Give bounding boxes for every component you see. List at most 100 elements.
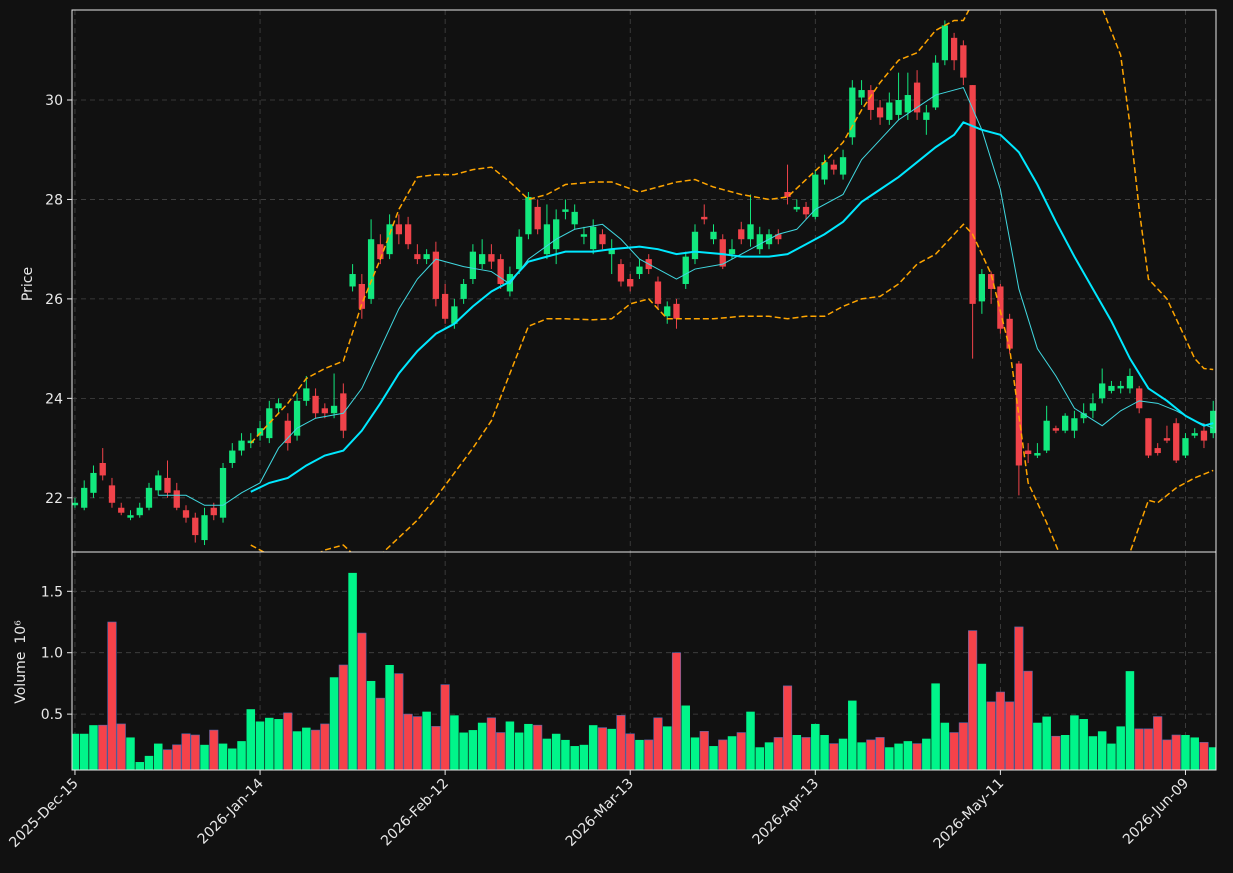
volume-bar bbox=[412, 716, 422, 770]
candle-body bbox=[1006, 318, 1013, 349]
candle-body bbox=[478, 254, 486, 265]
volume-bar bbox=[514, 732, 524, 770]
candle-body bbox=[858, 90, 865, 98]
candle-body bbox=[895, 100, 902, 115]
volume-bar bbox=[681, 705, 690, 770]
volume-bar bbox=[616, 715, 626, 770]
volume-bar bbox=[1162, 739, 1172, 770]
volume-bar bbox=[237, 741, 246, 770]
candle-body bbox=[839, 157, 847, 175]
candle-body bbox=[229, 450, 236, 463]
volume-bar bbox=[144, 755, 154, 770]
candle-body bbox=[460, 283, 467, 299]
candle-body bbox=[312, 395, 319, 414]
volume-bar bbox=[218, 743, 228, 770]
candle-body bbox=[1108, 385, 1115, 391]
volume-bar bbox=[228, 748, 237, 770]
candle-body bbox=[1071, 418, 1078, 431]
volume-bar bbox=[505, 721, 515, 770]
candle-body bbox=[867, 90, 874, 110]
volume-bar bbox=[1051, 735, 1061, 770]
candle-body bbox=[784, 191, 791, 197]
y-tick-label: 0.5 bbox=[41, 707, 63, 723]
candle-body bbox=[701, 216, 708, 220]
volume-bar bbox=[486, 717, 496, 770]
volume-bar bbox=[1079, 719, 1088, 770]
candle-body bbox=[1182, 438, 1189, 456]
volume-bar bbox=[912, 743, 922, 770]
candle-body bbox=[1117, 385, 1124, 389]
candle-body bbox=[932, 62, 939, 108]
volume-bar bbox=[89, 725, 98, 770]
candle-body bbox=[923, 112, 930, 120]
volume-bar bbox=[764, 742, 774, 770]
candle-body bbox=[987, 274, 995, 289]
x-tick-label: 2026-Feb-12 bbox=[378, 776, 452, 850]
candle-body bbox=[1173, 423, 1180, 461]
candle-body bbox=[275, 403, 282, 409]
volume-bar bbox=[1143, 728, 1154, 770]
volume-bar bbox=[709, 746, 718, 770]
volume-bar bbox=[450, 715, 459, 770]
candle-body bbox=[673, 303, 680, 319]
volume-bar bbox=[79, 733, 89, 770]
volume-bar bbox=[126, 737, 135, 770]
volume-bar bbox=[72, 733, 80, 770]
x-tick-label: 2026-May-11 bbox=[931, 776, 1008, 853]
candle-body bbox=[728, 249, 736, 255]
y-tick-label: 30 bbox=[45, 93, 63, 109]
candle-body bbox=[1163, 438, 1171, 441]
x-tick-label: 2026-Jan-14 bbox=[195, 775, 267, 847]
volume-bar bbox=[995, 691, 1005, 770]
volume-bar bbox=[422, 711, 431, 770]
candle-body bbox=[997, 286, 1004, 329]
candle-body bbox=[386, 224, 393, 255]
candle-body bbox=[201, 515, 208, 541]
candle-body bbox=[590, 226, 597, 250]
candle-body bbox=[155, 475, 162, 491]
candle-body bbox=[525, 196, 532, 235]
price-axis-label: Price bbox=[20, 267, 36, 301]
volume-bar bbox=[375, 697, 385, 770]
candle-body bbox=[395, 224, 403, 235]
volume-bar bbox=[903, 741, 913, 770]
volume-bar bbox=[931, 683, 940, 770]
volume-bar bbox=[302, 727, 311, 770]
volume-bar bbox=[107, 621, 117, 770]
volume-bar bbox=[533, 724, 543, 770]
candle-body bbox=[516, 236, 523, 270]
volume-bar bbox=[320, 723, 330, 770]
candle-body bbox=[802, 206, 810, 215]
candle-body bbox=[1043, 420, 1050, 451]
volume-bar bbox=[848, 700, 857, 770]
volume-bar bbox=[792, 734, 802, 770]
candle-body bbox=[571, 211, 578, 225]
candle-body bbox=[876, 107, 884, 118]
volume-bar bbox=[116, 723, 126, 770]
indicator-line bbox=[250, 121, 1214, 493]
candle-body bbox=[99, 462, 106, 476]
candle-body bbox=[404, 224, 412, 245]
candle-body bbox=[284, 420, 291, 444]
candle-body bbox=[469, 251, 477, 280]
candle-body bbox=[293, 400, 301, 436]
candle-body bbox=[682, 256, 689, 284]
volume-bar bbox=[977, 663, 987, 770]
candle-body bbox=[1136, 388, 1143, 409]
volume-bar bbox=[135, 762, 144, 770]
volume-bar bbox=[357, 632, 367, 770]
volume-bar bbox=[181, 733, 191, 770]
volume-bar bbox=[1208, 747, 1216, 770]
candle-body bbox=[969, 85, 976, 304]
candle-body bbox=[691, 231, 699, 260]
candle-body bbox=[358, 283, 365, 309]
volume-bar bbox=[274, 719, 283, 770]
candle-body bbox=[608, 249, 615, 255]
volume-bar bbox=[431, 726, 441, 770]
volume-bar bbox=[348, 572, 357, 770]
volume-bar bbox=[671, 652, 682, 770]
y-tick-label: 24 bbox=[45, 391, 63, 407]
candle-body bbox=[451, 306, 458, 324]
y-tick-label: 26 bbox=[45, 292, 63, 308]
volume-bar bbox=[1023, 670, 1033, 770]
